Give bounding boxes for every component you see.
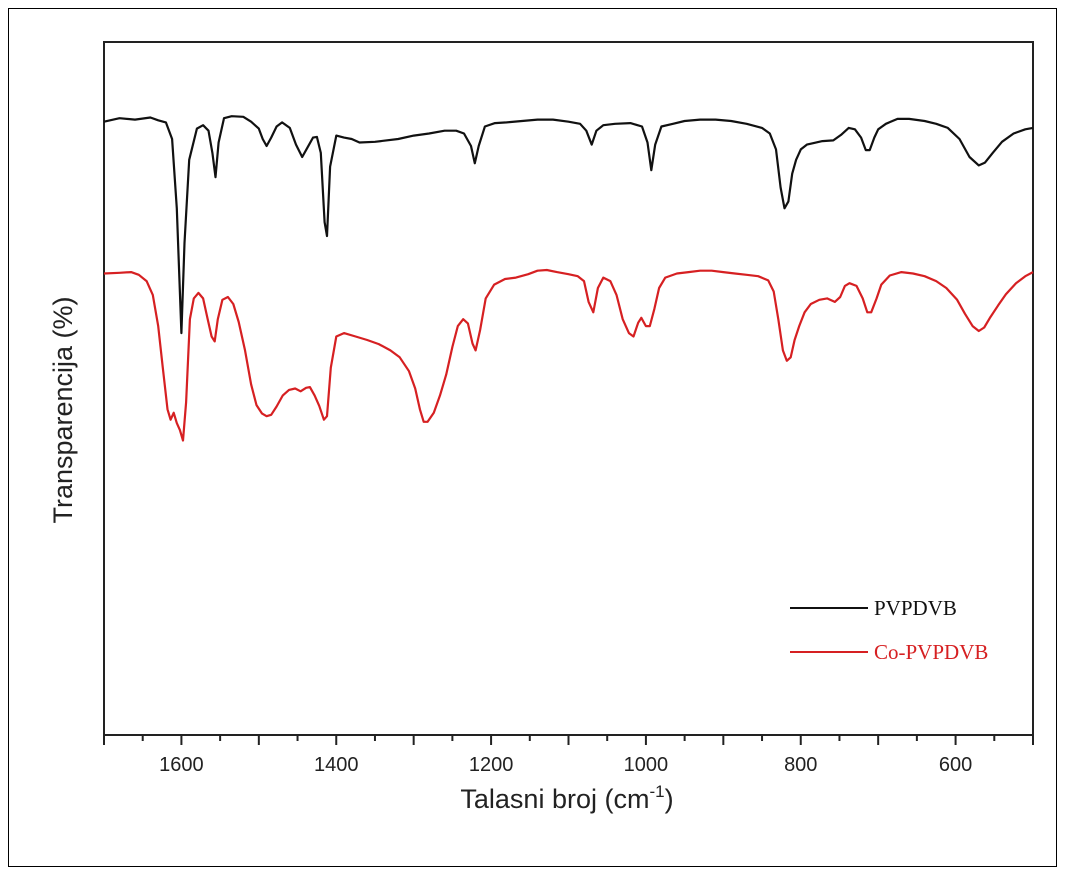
legend-label-co-pvpdvb: Co-PVPDVB [874,640,988,664]
plot-area [103,41,1034,736]
x-tick-label: 600 [939,754,972,776]
series-line-co-pvpdvb [103,268,1034,442]
series-line-pvpdvb [103,115,1034,335]
series-group [103,115,1034,442]
x-tick-label: 1400 [314,754,359,776]
x-tick-label: 800 [784,754,817,776]
x-tick-label: 1200 [469,754,514,776]
x-axis-title-sup: -1 [649,782,664,801]
x-axis-title: Talasni broj (cm-1) [460,782,673,814]
x-tick-label: 1600 [159,754,204,776]
x-axis-title-main: Talasni broj (cm [460,784,649,814]
x-tick-label: 1000 [624,754,669,776]
y-axis-title: Transparencija (%) [48,296,78,523]
legend-label-pvpdvb: PVPDVB [874,596,957,620]
x-axis-ticks: 1600 1400 1200 1000 800 600 [103,735,1034,776]
x-axis-title-suffix: ) [665,784,674,814]
figure-frame [8,8,1057,867]
legend: PVPDVB Co-PVPDVB [790,596,988,664]
